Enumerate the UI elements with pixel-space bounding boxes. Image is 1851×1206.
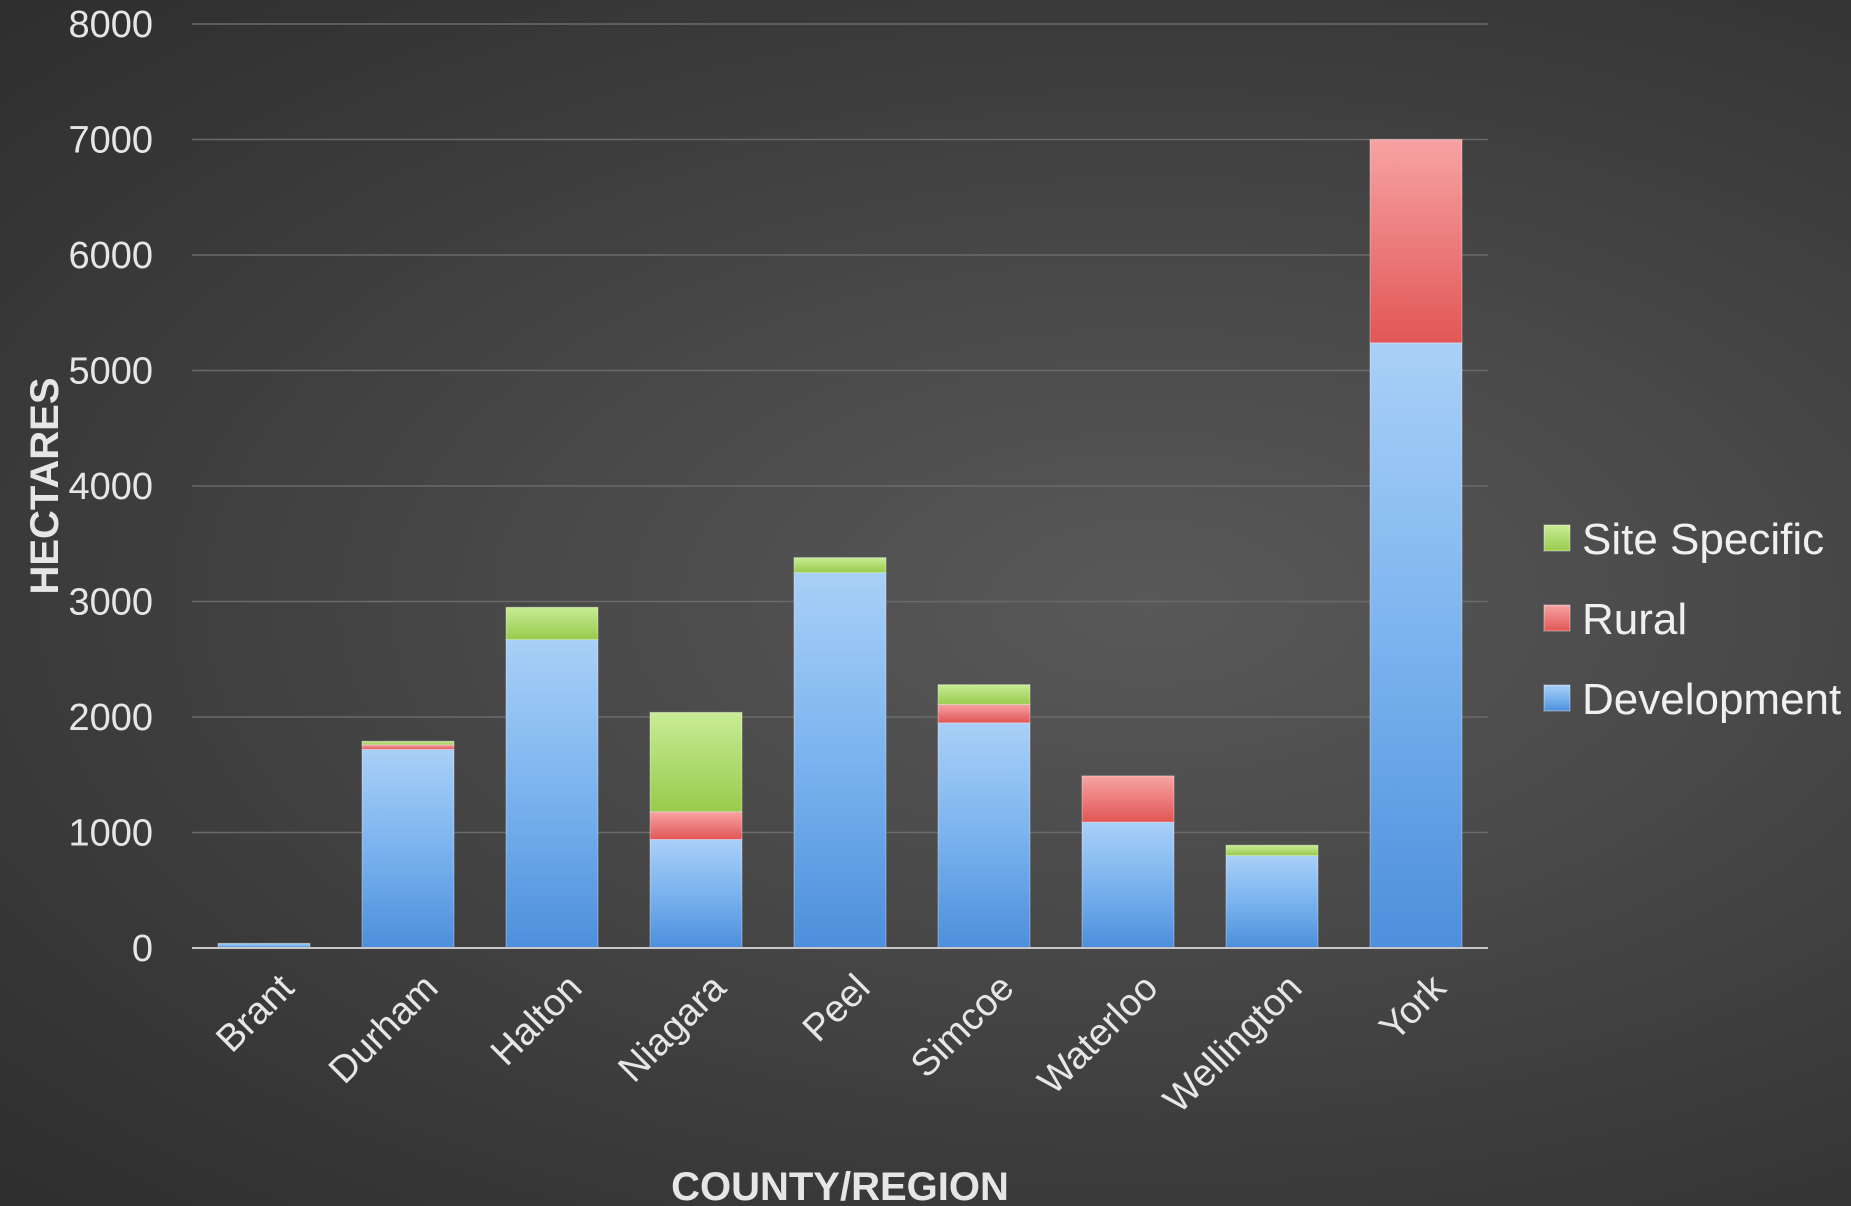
bar-rural-niagara <box>649 811 743 840</box>
legend-swatch-site-specific <box>1543 524 1571 552</box>
bar-development-york <box>1369 342 1463 949</box>
bar-development-wellington <box>1225 855 1319 949</box>
legend: Site Specific Rural Development <box>1543 515 1841 724</box>
bar-site-specific-wellington <box>1225 844 1319 857</box>
y-tick-label: 5000 <box>68 351 153 393</box>
legend-label-rural: Rural <box>1582 595 1687 644</box>
y-tick-label: 6000 <box>68 235 153 277</box>
x-axis-labels: Brant Durham Halton Niagara Peel Simcoe Waterl… <box>208 966 1455 1121</box>
bar-development-simcoe <box>937 722 1031 949</box>
y-tick-label: 1000 <box>68 813 153 855</box>
bar-development-peel <box>793 572 887 949</box>
legend-label-development: Development <box>1582 675 1841 724</box>
x-tick-label: Durham <box>321 967 446 1092</box>
bar-site-specific-niagara <box>649 711 743 813</box>
bar-site-specific-simcoe <box>937 684 1031 705</box>
bar-rural-york <box>1369 139 1463 344</box>
y-axis-title: HECTARES <box>23 377 67 594</box>
x-axis-title: COUNTY/REGION <box>671 1165 1009 1206</box>
bar-site-specific-peel <box>793 557 887 574</box>
x-tick-label: Peel <box>795 967 878 1050</box>
y-tick-label: 8000 <box>68 4 153 46</box>
legend-label-site-specific: Site Specific <box>1582 515 1824 564</box>
y-tick-label: 4000 <box>68 466 153 508</box>
legend-swatch-development <box>1543 684 1571 712</box>
x-tick-label: Brant <box>208 966 302 1060</box>
bar-development-waterloo <box>1081 821 1175 949</box>
y-tick-label: 3000 <box>68 582 153 624</box>
x-tick-label: Wellington <box>1156 967 1311 1122</box>
y-axis-ticks: 0 1000 2000 3000 4000 5000 6000 7000 8000 <box>68 4 153 970</box>
bar-development-halton <box>505 639 599 949</box>
y-tick-label: 2000 <box>68 697 153 739</box>
x-tick-label: Simcoe <box>903 967 1022 1086</box>
x-tick-label: York <box>1372 966 1455 1049</box>
bar-development-durham <box>361 748 455 949</box>
x-tick-label: Waterloo <box>1030 967 1166 1103</box>
bar-site-specific-halton <box>505 606 599 641</box>
x-tick-label: Halton <box>483 967 590 1074</box>
y-tick-label: 0 <box>132 928 153 970</box>
bar-rural-durham <box>361 744 455 750</box>
bar-development-niagara <box>649 838 743 949</box>
bar-rural-waterloo <box>1081 775 1175 823</box>
y-tick-label: 7000 <box>68 120 153 162</box>
bar-site-specific-durham <box>361 740 455 746</box>
legend-swatch-rural <box>1543 604 1571 632</box>
x-tick-label: Niagara <box>611 966 735 1090</box>
bars <box>217 139 1463 949</box>
bar-rural-simcoe <box>937 703 1031 724</box>
